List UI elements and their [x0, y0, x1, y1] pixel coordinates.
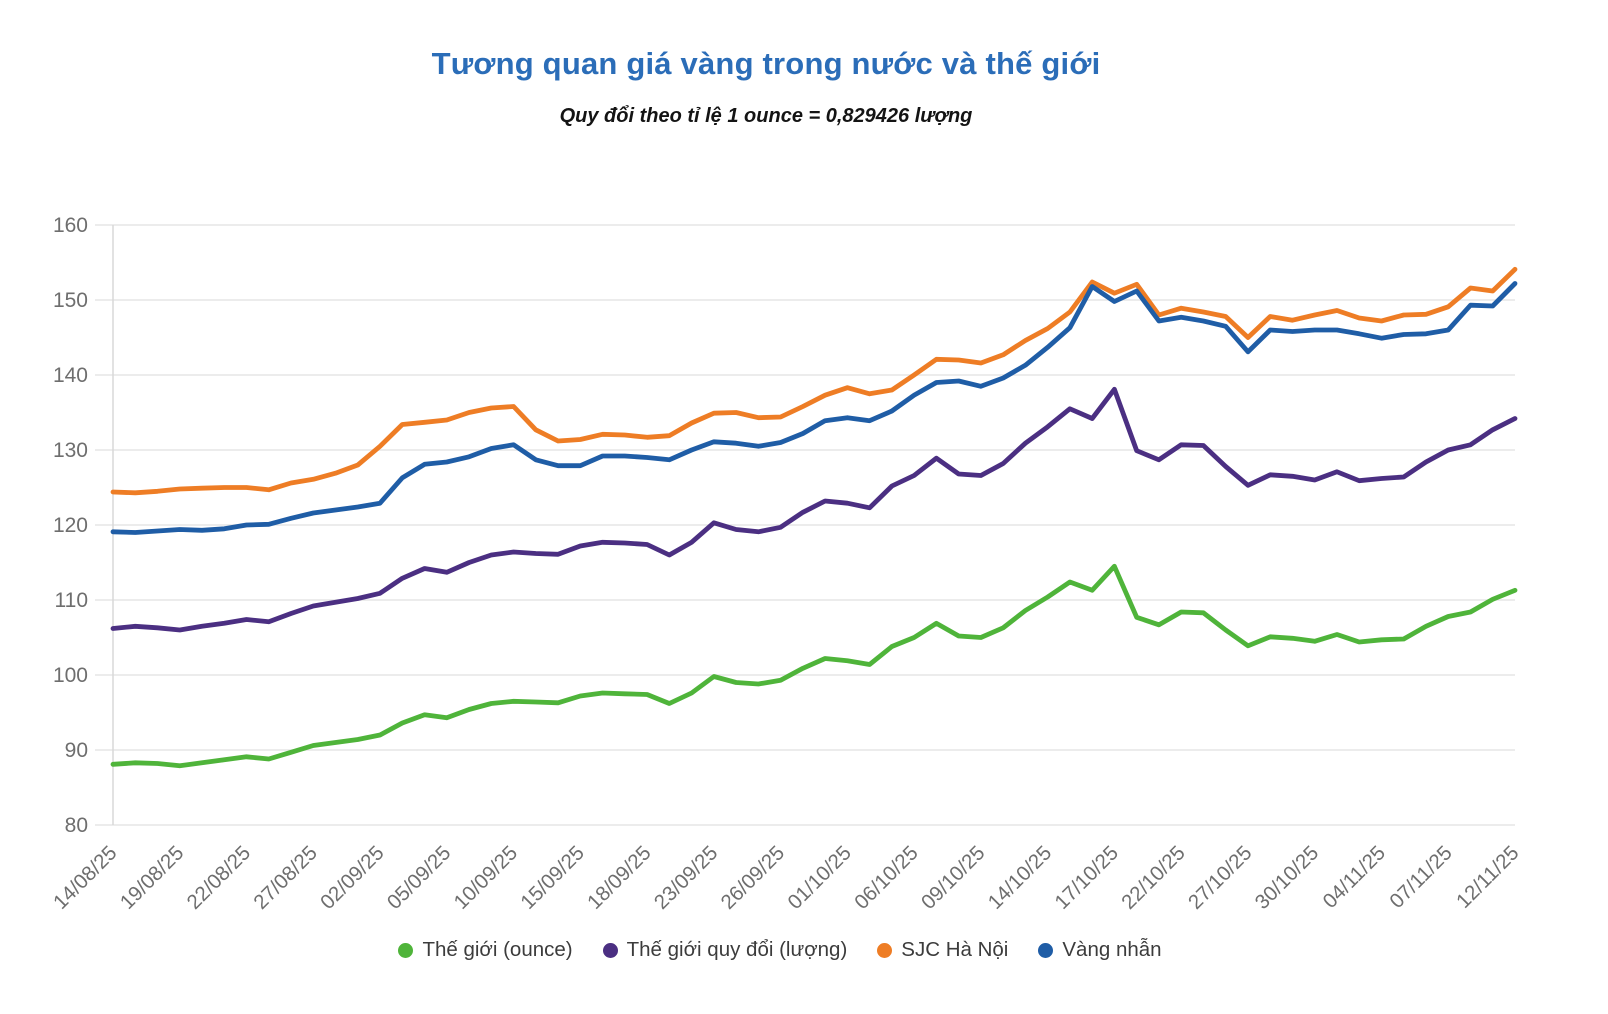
x-axis-label: 30/10/25: [1251, 841, 1324, 914]
chart-subtitle: Quy đổi theo tỉ lệ 1 ounce = 0,829426 lư…: [559, 105, 973, 127]
legend-marker-icon: [877, 942, 893, 958]
x-axis-label: 10/09/25: [449, 841, 522, 914]
y-axis-label: 130: [53, 439, 88, 462]
y-axis-label: 100: [53, 664, 88, 687]
x-axis-label: 22/08/25: [182, 841, 255, 914]
x-axis-label: 14/08/25: [49, 841, 122, 914]
legend-marker-icon: [602, 942, 618, 958]
x-axis-label: 17/10/25: [1050, 841, 1123, 914]
x-axis-label: 19/08/25: [116, 841, 189, 914]
legend-item-0[interactable]: Thế giới (ounce): [398, 938, 573, 962]
y-axis-label: 80: [65, 814, 88, 837]
x-axis-label: 02/09/25: [316, 841, 389, 914]
chart-title: Tương quan giá vàng trong nước và thế gi…: [431, 46, 1101, 81]
legend-label: Vàng nhẫn: [1062, 938, 1162, 961]
legend-item-3[interactable]: Vàng nhẫn: [1038, 938, 1162, 962]
x-axis-label: 23/09/25: [650, 841, 723, 914]
x-axis-label: 01/10/25: [783, 841, 856, 914]
legend-item-2[interactable]: SJC Hà Nội: [877, 938, 1008, 962]
x-axis-label: 14/10/25: [984, 841, 1057, 914]
legend-label: Thế giới quy đổi (lượng): [626, 938, 848, 961]
legend: Thế giới (ounce) Thế giới quy đổi (lượng)…: [0, 938, 1560, 962]
x-axis-label: 05/09/25: [383, 841, 456, 914]
x-axis-label: 09/10/25: [917, 841, 990, 914]
y-axis-label: 150: [53, 289, 88, 312]
y-axis-label: 160: [53, 214, 88, 237]
y-axis-label: 90: [65, 739, 88, 762]
series-line-2: [110, 266, 1518, 496]
x-axis-label: 27/08/25: [249, 841, 322, 914]
legend-label: SJC Hà Nội: [901, 938, 1009, 961]
y-axis-label: 140: [53, 364, 88, 387]
x-axis-label: 07/11/25: [1385, 841, 1457, 913]
x-axis-label: 26/09/25: [716, 841, 789, 914]
x-axis-label: 04/11/25: [1318, 841, 1390, 913]
series-line-0: [110, 563, 1518, 769]
x-axis-label: 22/10/25: [1117, 841, 1190, 914]
x-axis-label: 15/09/25: [516, 841, 589, 914]
series-line-1: [110, 386, 1518, 633]
y-axis-label: 110: [55, 589, 88, 612]
legend-item-1[interactable]: Thế giới quy đổi (lượng): [602, 938, 848, 962]
x-axis-label: 18/09/25: [583, 841, 656, 914]
series-line-3: [110, 281, 1518, 535]
legend-label: Thế giới (ounce): [422, 938, 573, 961]
legend-marker-icon: [398, 942, 414, 958]
legend-marker-icon: [1038, 942, 1054, 958]
y-axis-label: 120: [53, 514, 88, 537]
x-axis-label: 27/10/25: [1184, 841, 1257, 914]
x-axis-label: 06/10/25: [850, 841, 923, 914]
x-axis-label: 12/11/25: [1452, 841, 1524, 913]
